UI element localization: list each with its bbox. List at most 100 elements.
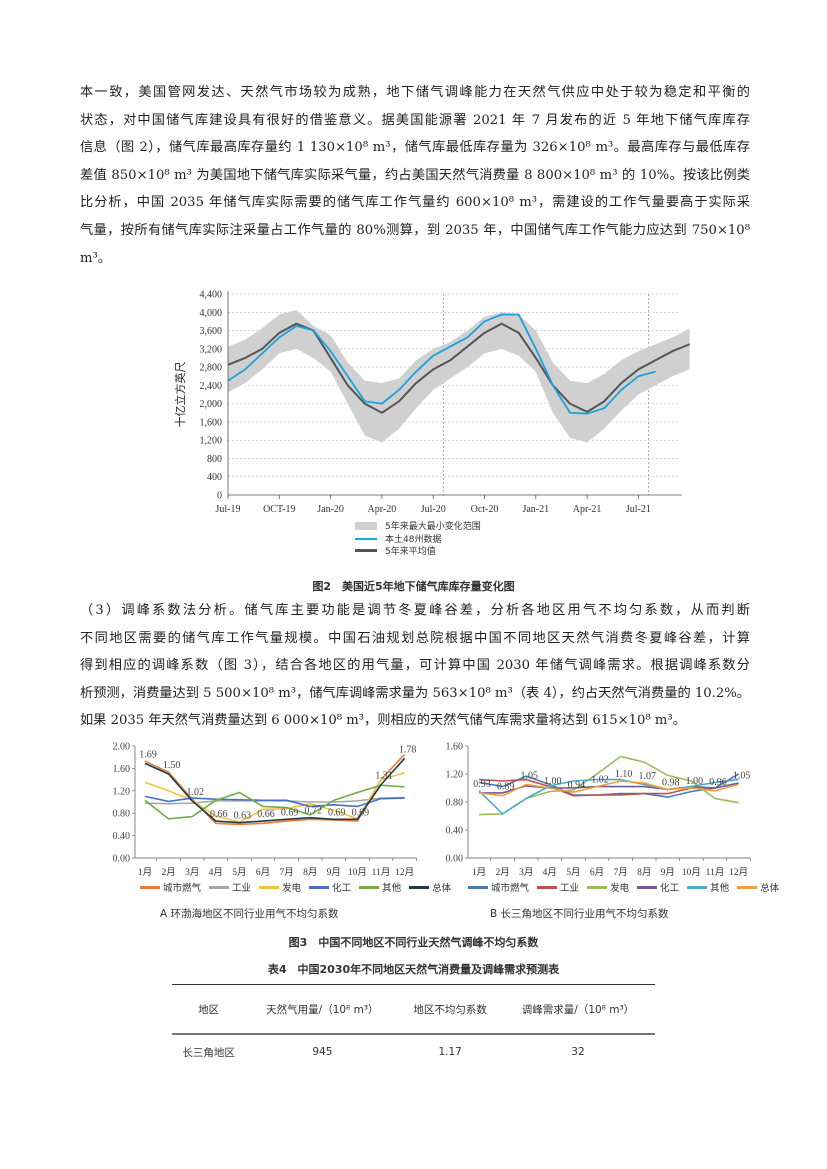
x-tick-label: 10月	[348, 867, 367, 878]
data-label: 0.94	[568, 780, 586, 791]
y-tick-label: 0.00	[446, 854, 464, 865]
legend-chart-a: 城市燃气 工业 发电 化工 其他 总体	[140, 880, 451, 894]
legend-swatch	[468, 885, 488, 889]
legend-item: 总体	[737, 880, 779, 894]
y-tick-label: 0.40	[446, 826, 464, 837]
table-header-row: 地区 天然气用量/（10⁸ m³） 地区不均匀系数 调峰需求量/（10⁸ m³）	[172, 984, 655, 1035]
legend-item: 工业	[209, 880, 251, 894]
legend-swatch	[209, 885, 230, 889]
y-tick-label: 1,600	[200, 417, 223, 428]
text-line: m³。	[80, 250, 111, 266]
series-line-lower48	[227, 313, 656, 415]
legend-item-avg: 5年来平均值	[355, 544, 436, 557]
x-tick-label: 4月	[543, 867, 557, 878]
data-label: 1.78	[399, 744, 417, 755]
data-label: 0.89	[497, 782, 514, 793]
y-tick-label: 1.60	[113, 764, 131, 775]
x-tick-label: Jan-20	[317, 504, 344, 515]
x-tick-label: 6月	[590, 867, 604, 878]
legend-swatch	[309, 885, 330, 889]
y-tick-label: 2,400	[200, 381, 223, 392]
y-tick-label: 0.80	[446, 798, 464, 809]
x-tick-label: Apr-20	[368, 504, 397, 515]
series-line-5	[478, 780, 739, 797]
y-tick-label: 4,000	[200, 308, 223, 319]
legend-item: 化工	[637, 880, 679, 894]
legend-item: 总体	[409, 880, 451, 894]
data-label: 0.69	[328, 807, 346, 818]
legend-item: 工业	[537, 880, 579, 894]
x-tick-label: 5月	[232, 867, 246, 878]
x-tick-label: 9月	[327, 867, 341, 878]
legend-swatch	[355, 537, 377, 540]
text-line: 得到相应的调峰系数（图 3），结合各地区的用气量，可计算中国 2030 年储气调…	[80, 658, 750, 674]
legend-label: 5年来平均值	[385, 547, 436, 557]
data-label: 0.69	[352, 807, 370, 818]
figure-2-caption: 图2 美国近5年地下储气库库存量变化图	[312, 580, 515, 593]
data-label: 0.93	[473, 779, 491, 790]
x-tick-label: Apr-21	[573, 504, 602, 515]
series-line-3	[144, 795, 405, 808]
series-line-4	[144, 784, 405, 820]
x-tick-label: 12月	[395, 867, 414, 878]
y-tick-label: 1.20	[446, 770, 464, 781]
x-tick-label: 8月	[637, 867, 651, 878]
cell-peak-demand: 32	[571, 1046, 585, 1058]
figure-3-caption: 图3 中国不同地区不同行业天然气调峰不均匀系数	[288, 936, 539, 949]
y-tick-label: 3,600	[200, 326, 223, 337]
x-tick-label: Oct-20	[471, 504, 499, 515]
x-tick-label: Jul-19	[216, 504, 241, 515]
legend-swatch	[359, 885, 380, 889]
legend-swatch	[587, 885, 608, 889]
y-tick-label: 2,000	[200, 399, 223, 410]
legend-label: 化工	[660, 883, 680, 894]
data-label: 1.00	[686, 776, 704, 787]
header-gas-volume: 天然气用量/（10⁸ m³）	[245, 984, 400, 1035]
legend-item: 化工	[309, 880, 351, 894]
x-tick-label: 2月	[495, 867, 509, 878]
legend-swatch	[409, 885, 430, 889]
data-label: 0.72	[304, 806, 322, 817]
data-label: 1.07	[638, 771, 656, 782]
legend-item: 城市燃气	[468, 880, 529, 894]
x-tick-label: 9月	[661, 867, 675, 878]
legend-label: 城市燃气	[163, 883, 202, 894]
y-tick-label: 1,200	[200, 436, 223, 447]
data-label: 0.63	[234, 811, 252, 822]
x-tick-label: Jul-20	[421, 504, 446, 515]
x-tick-label: 3月	[185, 867, 199, 878]
table-row: 长三角地区 945 1.17 32	[172, 1034, 655, 1069]
data-label: 1.05	[733, 771, 751, 782]
x-tick-label: Jul-21	[626, 504, 651, 515]
legend-item: 城市燃气	[140, 880, 201, 894]
y-axis-label: 十亿立方英尺	[173, 362, 187, 428]
legend-label: 其他	[382, 883, 402, 894]
y-tick-label: 400	[207, 472, 222, 483]
text-line: 如果 2035 年天然气消费量达到 6 000×10⁸ m³，则相应的天然气储气…	[80, 713, 686, 729]
legend-label: 其他	[710, 883, 730, 894]
y-tick-label: 3,200	[200, 344, 223, 355]
x-tick-label: 1月	[138, 867, 152, 878]
legend-chart-b: 城市燃气 工业 发电 化工 其他 总体	[468, 880, 779, 894]
chart-storage-inventory: 0 400 800 1,200 1,600 2,000 2,400 2,800 3,200 3,6…	[173, 290, 691, 515]
data-label: 1.00	[544, 776, 562, 787]
text-line: 差值 850×10⁸ m³ 为美国地下储气库实际采气量，约占美国天然气消费量 8…	[80, 167, 750, 183]
text-line: 本一致，美国管网发达、天然气市场较为成熟，地下储气调峰能力在天然气供应中处于较为…	[80, 85, 750, 100]
range-band	[228, 309, 690, 443]
series-line-4	[478, 778, 739, 815]
x-tick-label: 7月	[279, 867, 293, 878]
text-line: （3）调峰系数法分析。储气库主要功能是调节冬夏峰谷差，分析各地区用气不均匀系数，…	[80, 603, 750, 618]
legend-label: 本土48州数据	[385, 535, 442, 545]
text-line: 状态，对中国储气库建设具有很好的借鉴意义。据美国能源署 2021 年 7 月发布…	[80, 112, 750, 128]
legend-label: 发电	[282, 883, 302, 894]
legend-label: 总体	[760, 883, 780, 894]
text-line: 信息（图 2），储气库最高库存量约 1 130×10⁸ m³，储气库最低库存量为…	[80, 140, 750, 156]
legend-label: 化工	[332, 883, 352, 894]
data-label: 1.50	[163, 760, 181, 771]
cell-gas-volume: 945	[312, 1046, 333, 1058]
series-line-5	[144, 757, 406, 824]
x-tick-label: 5月	[566, 867, 580, 878]
x-tick-label: 7月	[613, 867, 627, 878]
legend-label: 工业	[560, 883, 580, 894]
cell-coefficient: 1.17	[438, 1046, 462, 1058]
